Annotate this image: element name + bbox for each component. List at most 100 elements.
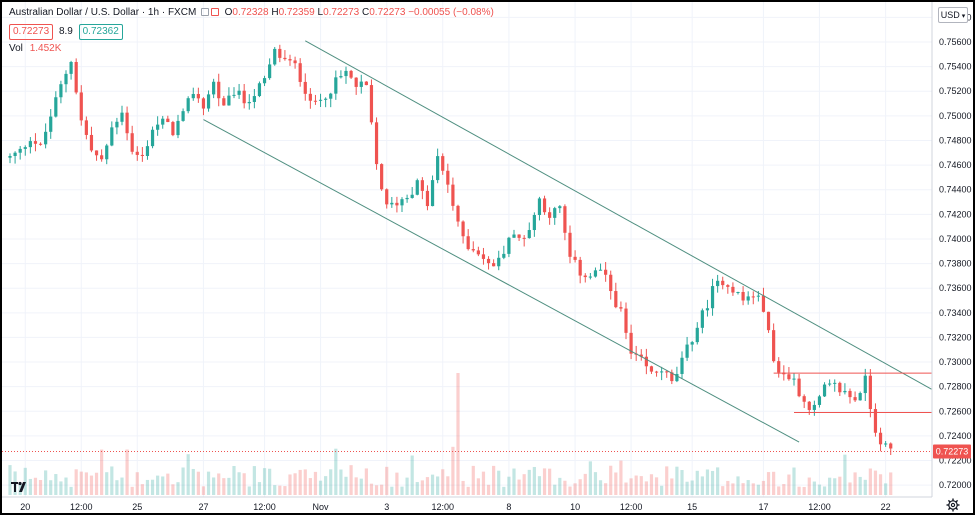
candle <box>303 81 307 94</box>
candle <box>100 155 104 160</box>
time-tick-label: 3 <box>384 502 389 512</box>
price-tick-label: 0.72400 <box>939 431 972 441</box>
currency-select[interactable]: USD ▾ <box>938 7 968 23</box>
candle <box>741 291 745 301</box>
volume-bar <box>654 477 659 495</box>
drawing-layer <box>203 40 932 443</box>
candle <box>812 404 816 410</box>
candle <box>492 263 496 267</box>
time-tick-label: 10 <box>570 502 580 512</box>
price-tick-label: 0.74600 <box>939 160 972 170</box>
candle <box>420 180 424 191</box>
candle <box>787 374 791 380</box>
volume-bar <box>268 468 272 495</box>
volume-bar <box>670 478 674 495</box>
more-icon[interactable] <box>211 8 220 17</box>
volume-bar <box>94 472 99 495</box>
volume-bar <box>415 482 419 495</box>
candle <box>135 151 139 155</box>
candle <box>105 145 109 160</box>
price-tick-label: 0.72200 <box>939 456 972 466</box>
candle <box>273 48 277 65</box>
candle <box>436 156 440 181</box>
volume-bar <box>425 477 430 495</box>
volume-bar <box>532 466 536 495</box>
candle <box>675 373 679 382</box>
buy-price-button[interactable]: 0.72362 <box>78 24 123 40</box>
volume-bar <box>731 483 735 495</box>
volume-bar <box>28 478 32 495</box>
volume-bar <box>436 476 440 495</box>
candle <box>792 378 796 380</box>
candle <box>8 155 12 158</box>
candle <box>568 232 572 257</box>
sell-price-button[interactable]: 0.72273 <box>9 24 54 40</box>
volume-bar <box>634 475 638 495</box>
volume-bar <box>120 477 124 495</box>
candle <box>23 147 27 149</box>
candle <box>313 100 318 102</box>
candle <box>665 371 669 373</box>
candle <box>853 397 857 401</box>
volume-bar <box>196 471 200 495</box>
volume-bar <box>588 461 592 495</box>
volume-bar <box>873 470 878 495</box>
candle <box>145 146 150 156</box>
candle <box>670 372 674 382</box>
candle <box>705 308 710 311</box>
volume-bar <box>548 468 552 495</box>
volume-bar <box>726 480 730 495</box>
ohlc-open: 0.72328 <box>232 7 269 18</box>
time-tick-label: 8 <box>506 502 511 512</box>
candle <box>858 393 862 401</box>
volume-bar <box>578 479 582 495</box>
candle <box>690 342 694 345</box>
volume-bar <box>461 480 465 495</box>
volume-bar <box>273 485 277 495</box>
volume-bar <box>817 484 822 495</box>
volume-bar <box>644 481 648 495</box>
ohlc-close: 0.72273 <box>369 7 406 18</box>
ohlc-close-label: C <box>362 7 370 18</box>
candle <box>578 259 582 276</box>
volume-bar <box>74 469 78 495</box>
volume-bar <box>828 477 832 495</box>
candle <box>863 375 867 394</box>
eye-icon[interactable] <box>201 8 210 17</box>
price-tick-label: 0.72000 <box>939 480 972 490</box>
candle <box>731 286 735 293</box>
candle <box>161 118 165 125</box>
candle <box>517 234 521 238</box>
volume-bar <box>110 466 114 495</box>
candle <box>481 254 486 259</box>
candle <box>181 111 185 121</box>
volume-bar <box>33 477 38 495</box>
time-tick-label: 12:00 <box>620 502 643 512</box>
volume-bar <box>369 483 374 495</box>
volume-bar <box>868 468 872 495</box>
candle <box>33 141 38 144</box>
ohlc-low-label: L <box>317 7 324 18</box>
candle <box>349 70 353 78</box>
volume-bar <box>140 484 144 495</box>
volume-bar <box>100 449 104 495</box>
gear-icon[interactable] <box>946 498 960 512</box>
volume-bar <box>130 486 134 495</box>
last-price-label: 0.72273 <box>936 447 969 457</box>
candle <box>532 215 536 231</box>
volume-bar <box>446 476 450 495</box>
candle <box>441 156 445 171</box>
candle <box>283 57 287 60</box>
volume-bar <box>318 480 323 495</box>
candle <box>125 112 129 134</box>
candle <box>889 443 893 449</box>
volume-bar <box>884 483 888 495</box>
candle <box>558 206 562 209</box>
candle <box>334 77 338 94</box>
volume-bar <box>736 476 740 495</box>
volume-bar <box>553 484 557 495</box>
volume-bar <box>649 474 654 495</box>
symbol-title[interactable]: Australian Dollar / U.S. Dollar · 1h · F… <box>9 7 197 18</box>
volume-bar <box>761 480 766 495</box>
